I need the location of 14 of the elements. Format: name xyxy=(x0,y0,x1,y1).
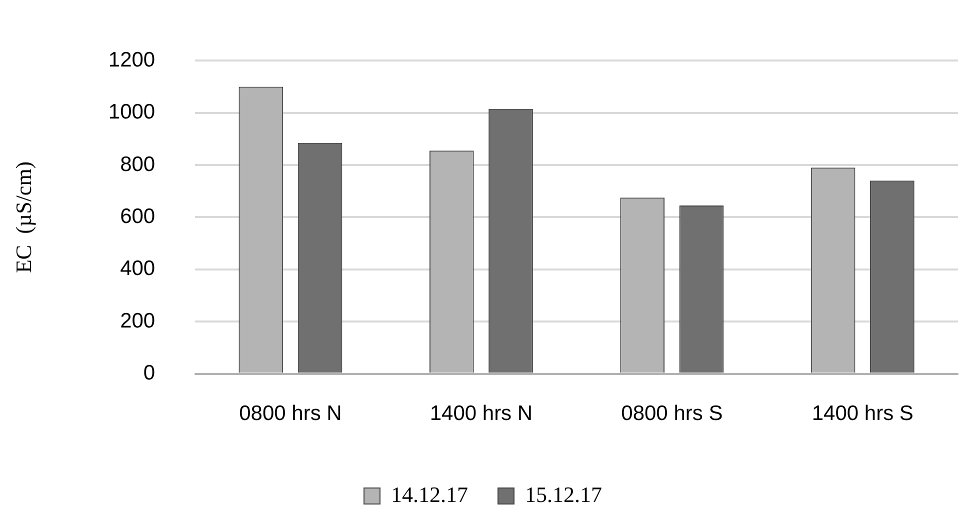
y-tick-label: 1000 xyxy=(108,100,156,124)
x-tick-label: 0800 hrs N xyxy=(239,402,342,426)
legend-label: 15.12.17 xyxy=(525,482,602,507)
y-tick-label: 800 xyxy=(120,152,156,176)
y-tick-label: 400 xyxy=(120,257,156,280)
x-tick-label: 0800 hrs S xyxy=(621,402,723,426)
y-tick-label: 200 xyxy=(120,309,156,332)
y-tick-label: 1200 xyxy=(108,48,156,72)
x-tick-label: 1400 hrs S xyxy=(812,402,914,426)
y-axis-title: EC (µS/cm) xyxy=(10,161,36,274)
legend-label: 14.12.17 xyxy=(391,482,468,507)
y-tick-label: 600 xyxy=(120,204,156,228)
y-tick-label: 0 xyxy=(143,362,156,385)
x-tick-label: 1400 hrs N xyxy=(430,402,533,426)
